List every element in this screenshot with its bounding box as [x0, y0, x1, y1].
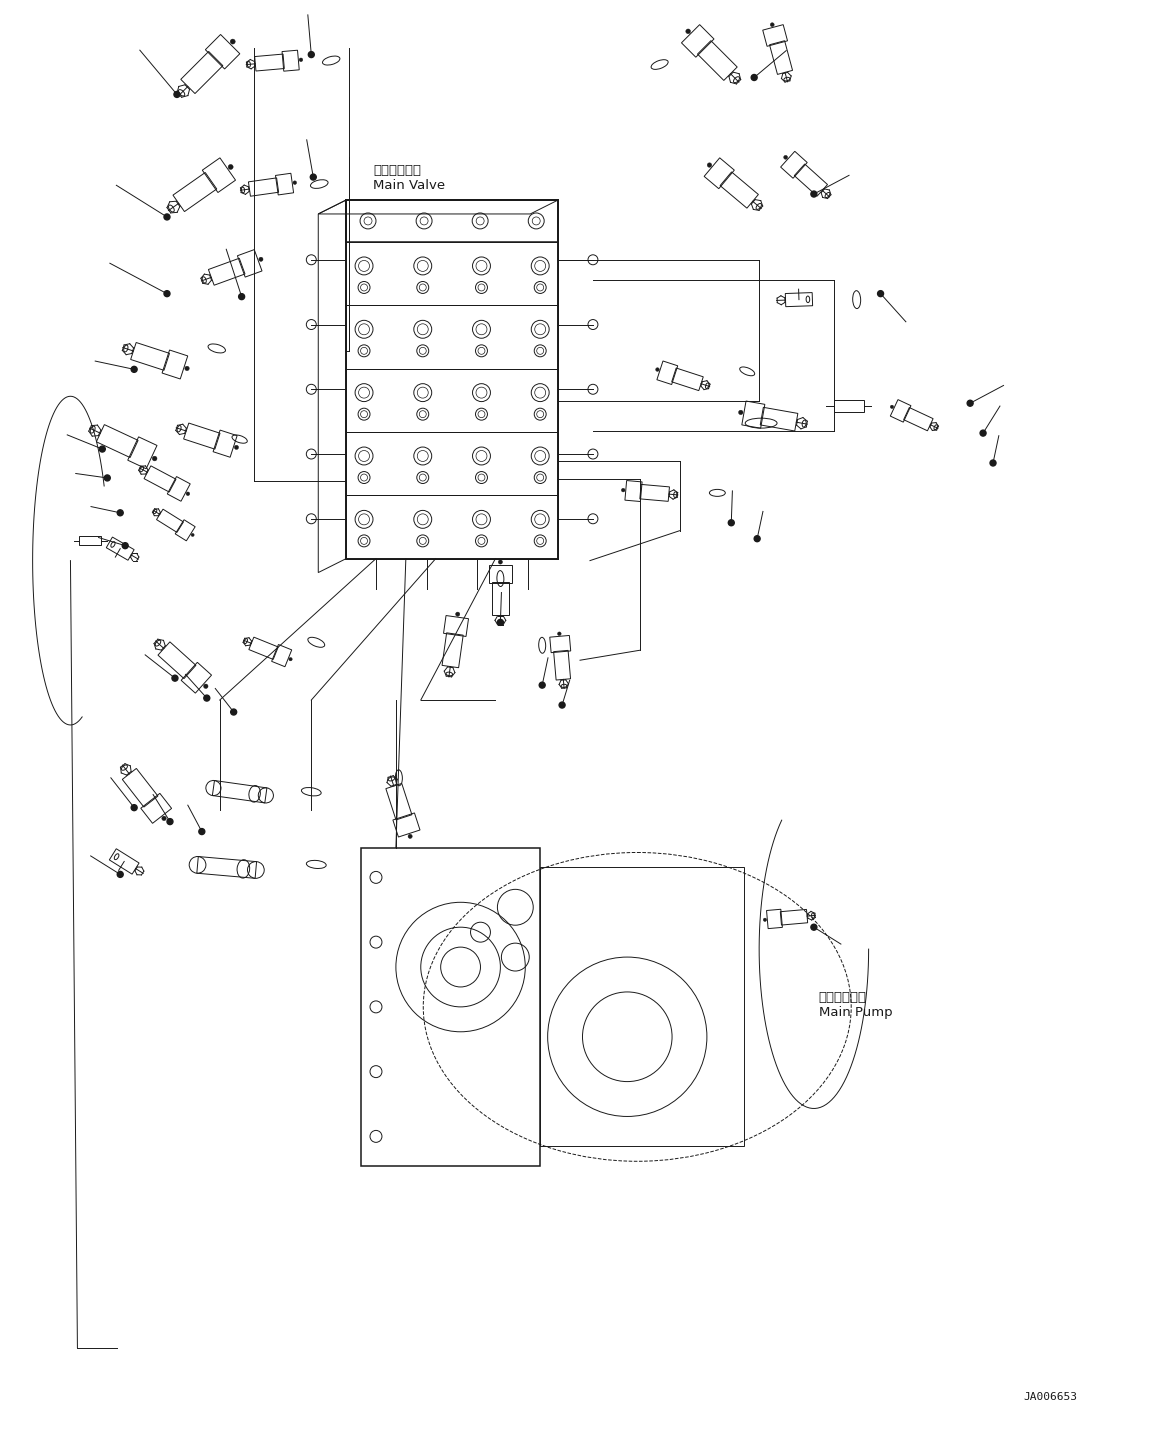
Circle shape — [122, 542, 128, 549]
Circle shape — [164, 214, 170, 220]
Circle shape — [162, 817, 166, 821]
Circle shape — [621, 489, 625, 492]
Text: JA006653: JA006653 — [1023, 1392, 1077, 1402]
Circle shape — [99, 446, 106, 452]
Bar — [347, 368, 558, 431]
Bar — [347, 200, 558, 558]
Circle shape — [238, 293, 244, 299]
Circle shape — [259, 257, 263, 262]
Circle shape — [152, 456, 157, 462]
Circle shape — [891, 406, 893, 408]
Circle shape — [559, 702, 565, 707]
Circle shape — [204, 684, 208, 689]
Circle shape — [199, 828, 205, 834]
Bar — [361, 847, 540, 1166]
Circle shape — [498, 620, 504, 626]
Circle shape — [656, 368, 659, 371]
Circle shape — [228, 164, 233, 170]
Circle shape — [811, 925, 816, 930]
Bar — [347, 242, 558, 305]
Bar — [347, 495, 558, 558]
Circle shape — [408, 834, 412, 838]
Circle shape — [498, 559, 502, 564]
Circle shape — [540, 682, 545, 689]
Circle shape — [164, 290, 170, 296]
Circle shape — [174, 92, 180, 98]
Circle shape — [770, 23, 775, 27]
Circle shape — [878, 290, 884, 296]
Circle shape — [739, 410, 743, 414]
Circle shape — [191, 533, 194, 536]
Text: メインポンプ: メインポンプ — [819, 991, 866, 1004]
Circle shape — [204, 695, 209, 702]
Circle shape — [131, 367, 137, 372]
Circle shape — [167, 818, 173, 824]
Circle shape — [308, 52, 314, 58]
Circle shape — [311, 174, 316, 180]
Circle shape — [751, 75, 757, 81]
Text: メインバルブ: メインバルブ — [373, 164, 421, 177]
Circle shape — [968, 400, 973, 406]
Circle shape — [117, 510, 123, 516]
Circle shape — [288, 657, 292, 661]
Circle shape — [117, 871, 123, 877]
Circle shape — [784, 155, 787, 160]
Bar — [347, 431, 558, 495]
Circle shape — [172, 676, 178, 682]
Circle shape — [763, 917, 766, 922]
Circle shape — [293, 181, 297, 184]
Circle shape — [230, 39, 235, 45]
Text: Main Pump: Main Pump — [819, 1005, 892, 1020]
Circle shape — [990, 460, 996, 466]
Bar — [347, 200, 558, 242]
Circle shape — [754, 536, 761, 542]
Circle shape — [299, 58, 302, 62]
Circle shape — [707, 162, 712, 167]
Circle shape — [557, 631, 562, 636]
Circle shape — [811, 191, 816, 197]
Circle shape — [185, 367, 190, 371]
Text: Main Valve: Main Valve — [373, 180, 445, 193]
Circle shape — [230, 709, 236, 715]
Circle shape — [105, 475, 110, 480]
Circle shape — [186, 492, 190, 496]
Circle shape — [456, 613, 459, 617]
Circle shape — [686, 29, 691, 33]
Circle shape — [980, 430, 986, 436]
Circle shape — [235, 446, 238, 450]
Circle shape — [131, 805, 137, 811]
Bar — [347, 305, 558, 368]
Circle shape — [728, 519, 734, 526]
